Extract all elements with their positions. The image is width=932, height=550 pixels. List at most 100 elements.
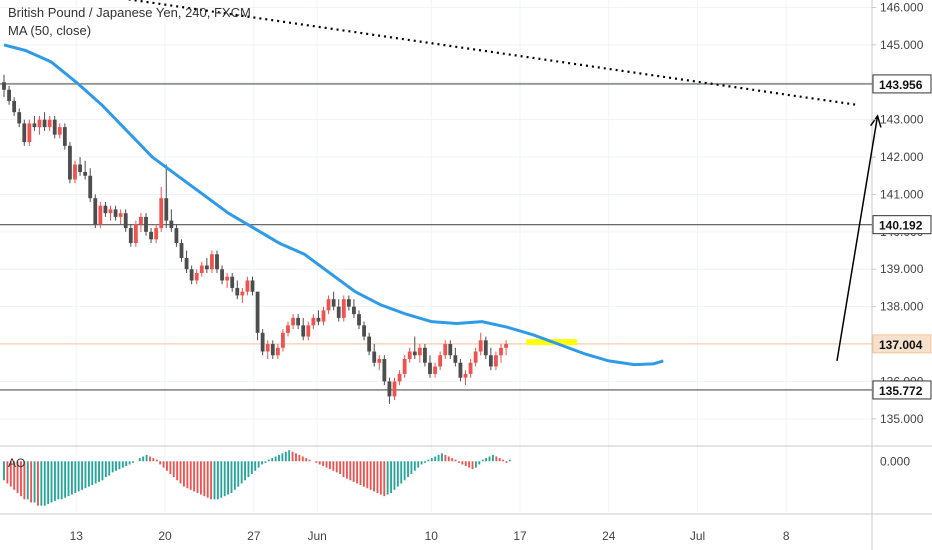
candle-body (311, 317, 316, 326)
time-tick-label: 10 (425, 529, 439, 543)
candle-body (159, 198, 164, 229)
time-tick-label: 20 (158, 529, 172, 543)
candle-body (144, 216, 148, 232)
price-label-box (872, 74, 932, 94)
candle-body (235, 287, 240, 296)
price-tick-label: 135.000 (880, 412, 924, 426)
price-label: 143.956 (879, 78, 923, 92)
candle-body (27, 123, 32, 143)
price-tick-label: 143.000 (880, 113, 924, 127)
candle-body (407, 351, 412, 359)
candle-body (52, 119, 57, 135)
candle-body (275, 347, 280, 356)
candle-body (336, 306, 341, 318)
candle-body (306, 325, 311, 337)
candle-body (62, 127, 67, 146)
candle-body (372, 351, 377, 363)
candle-body (463, 373, 468, 378)
candle-body (260, 332, 265, 352)
price-label: 135.772 (879, 384, 923, 398)
target-arrow-line[interactable] (836, 115, 879, 361)
candle-body (73, 164, 77, 180)
candle-body (473, 351, 478, 363)
candle-body (377, 358, 382, 363)
candle-body (316, 317, 321, 322)
price-tick-label: 142.000 (880, 150, 924, 164)
candle-body (443, 344, 448, 356)
time-tick-label: Jun (307, 529, 326, 543)
ma-line[interactable] (3, 43, 664, 367)
candle-body (174, 228, 179, 244)
candle-body (47, 119, 52, 128)
candle-body (478, 340, 483, 352)
candle-body (169, 220, 174, 229)
candle-body (428, 362, 432, 374)
candle-body (362, 325, 366, 337)
candle-body (326, 299, 331, 311)
candle-body (210, 254, 214, 270)
candle-body (133, 224, 138, 244)
candle-body (499, 347, 503, 356)
target-arrow-head[interactable] (870, 114, 882, 128)
candle-body (504, 344, 508, 348)
candle-body (93, 198, 98, 225)
candle-body (149, 231, 153, 240)
price-label-box (872, 334, 932, 354)
candle-body (113, 209, 118, 217)
time-tick-label: 13 (70, 529, 84, 543)
candle-body (331, 299, 336, 307)
candle-body (341, 299, 346, 318)
candle-body (189, 269, 194, 281)
candle-body (357, 314, 361, 326)
ao-indicator-label: AO (8, 456, 26, 470)
price-label-box (872, 380, 932, 400)
time-tick-label: 24 (602, 529, 616, 543)
candle-body (108, 209, 113, 214)
candle-body (225, 276, 230, 281)
candle-body (2, 82, 6, 90)
candle-body (387, 381, 392, 397)
candle-body (483, 340, 488, 356)
candle-body (255, 291, 260, 333)
candle-body (301, 325, 306, 337)
candle-body (321, 310, 326, 322)
candle-body (42, 119, 47, 128)
time-tick-label: Jul (690, 529, 705, 543)
ao-tick-label: 0.000 (880, 454, 910, 468)
candle-body (220, 269, 224, 281)
time-tick-label: 17 (513, 529, 527, 543)
candle-body (494, 355, 498, 367)
candle-body (7, 89, 11, 101)
candle-body (204, 265, 209, 270)
candle-body (32, 123, 37, 128)
candle-body (433, 366, 437, 374)
candle-body (98, 205, 103, 225)
candle-body (412, 351, 417, 356)
candle-body (240, 291, 245, 296)
candle-body (453, 355, 458, 363)
candle-body (423, 347, 427, 363)
candle-body (57, 127, 62, 135)
candle-body (12, 100, 17, 113)
candle-body (179, 243, 184, 259)
candle-body (83, 172, 88, 176)
candle-body (488, 355, 493, 367)
candle-body (296, 317, 301, 326)
candle-body (346, 299, 351, 307)
candle-body (194, 272, 199, 281)
price-label: 140.192 (879, 219, 923, 233)
candle-body (78, 164, 82, 173)
candle-body (468, 362, 473, 374)
candle-body (37, 119, 42, 128)
candle-body (245, 280, 250, 292)
candle-body (250, 280, 255, 292)
candle-body (17, 112, 22, 124)
candle-body (281, 332, 285, 348)
candle-body (230, 276, 235, 288)
candle-body (291, 317, 295, 326)
candle-body (139, 216, 143, 225)
candle-body (215, 254, 219, 270)
